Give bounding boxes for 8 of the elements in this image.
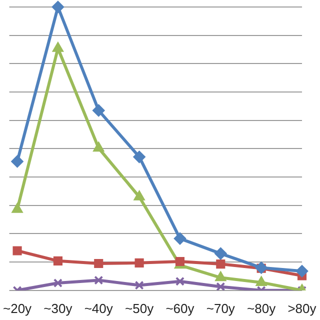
x-tick-label: ~50y xyxy=(125,300,154,316)
x-tick-label: ~30y xyxy=(44,300,73,316)
x-tick-label: ~20y xyxy=(2,300,32,316)
x-tick-label: >80y xyxy=(288,300,317,316)
x-tick-label: ~70y xyxy=(206,300,236,316)
x-tick-label: ~60y xyxy=(166,300,195,316)
x-tick-label: ~80y xyxy=(247,300,276,316)
x-tick-label: ~40y xyxy=(84,300,114,316)
